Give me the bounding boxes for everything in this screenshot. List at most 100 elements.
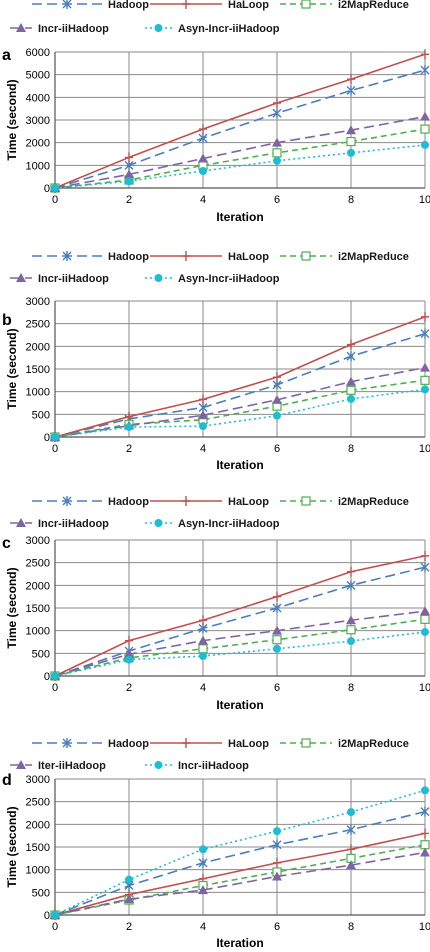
data-point — [273, 156, 281, 165]
x-tick-label: 4 — [200, 682, 206, 694]
y-tick-label: 5000 — [26, 70, 50, 82]
legend-item: HaLoop — [150, 251, 269, 263]
legend-item: i2MapReduce — [280, 251, 409, 263]
x-tick-label: 6 — [274, 682, 280, 694]
series-asyn-incr-iihadoop — [51, 628, 429, 680]
legend-item: Asyn-Incr-iiHadoop — [145, 518, 280, 530]
data-point — [347, 808, 355, 817]
y-tick-label: 3000 — [26, 115, 50, 127]
x-tick-label: 6 — [274, 921, 280, 933]
y-tick-label: 4000 — [26, 92, 50, 104]
x-tick-label: 10 — [419, 921, 430, 933]
legend-label: i2MapReduce — [338, 251, 409, 263]
data-point — [346, 824, 356, 835]
y-axis-title: Time (second) — [5, 806, 19, 887]
series-line — [54, 379, 426, 438]
data-point — [125, 177, 133, 186]
series-line — [54, 810, 426, 916]
legend-label: Asyn-Incr-iiHadoop — [178, 273, 280, 285]
x-tick-label: 8 — [348, 443, 354, 455]
legend-label: HaLoop — [228, 496, 269, 508]
data-point — [199, 167, 207, 175]
series-line — [54, 53, 426, 189]
y-tick-label: 1500 — [26, 603, 50, 615]
series-line — [54, 610, 426, 677]
chart-panel-d: Hadoop HaLoop i2MapReduce Iter-iiHadoop Incr… — [2, 738, 430, 950]
data-point — [420, 111, 430, 121]
series-line — [54, 366, 426, 438]
data-point — [420, 375, 430, 385]
data-point — [420, 606, 430, 616]
data-point — [421, 311, 429, 322]
y-tick-label: 1000 — [26, 865, 50, 877]
x-tick-label: 0 — [52, 682, 58, 694]
y-tick-label: 3000 — [26, 296, 50, 308]
legend-label: Hadoop — [108, 738, 149, 750]
y-tick-label: 3000 — [26, 774, 50, 786]
data-point — [199, 124, 207, 135]
legend-label: Asyn-Incr-iiHadoop — [178, 23, 280, 35]
y-tick-label: 2000 — [26, 819, 50, 831]
y-tick-label: 1000 — [26, 160, 50, 172]
series-i2mapreduce — [50, 375, 430, 442]
data-point — [347, 637, 355, 646]
series-line — [54, 316, 426, 438]
series-line — [54, 832, 426, 916]
legend-marker — [182, 496, 190, 506]
data-point — [273, 827, 281, 836]
x-axis-title: Iteration — [216, 210, 263, 224]
x-axis-title: Iteration — [216, 698, 263, 712]
data-point — [421, 550, 429, 561]
data-point — [272, 625, 282, 635]
chart-panel-c: Hadoop HaLoop i2MapReduce Incr-iiHadoop Asyn… — [2, 496, 430, 712]
legend-label: HaLoop — [228, 251, 269, 263]
x-tick-label: 10 — [419, 443, 430, 455]
legend-label: Incr-iiHadoop — [38, 518, 109, 530]
data-point — [420, 362, 430, 372]
series-haloop — [51, 828, 429, 920]
data-point — [272, 394, 282, 404]
data-point — [346, 580, 356, 591]
legend-marker — [154, 761, 163, 769]
series-incr-iihadoop — [51, 786, 429, 919]
data-point — [272, 603, 282, 613]
x-axis-title: Iteration — [216, 458, 263, 472]
series-line — [54, 851, 426, 916]
legend-marker — [16, 273, 26, 282]
legend-marker — [16, 23, 26, 32]
y-tick-label: 3000 — [26, 535, 50, 547]
series-line — [54, 332, 426, 438]
data-point — [125, 635, 133, 646]
data-point — [347, 339, 355, 350]
data-point — [198, 410, 208, 420]
legend-marker — [62, 251, 72, 261]
data-point — [199, 615, 207, 626]
series-line — [54, 789, 426, 916]
series-hadoop — [50, 328, 430, 442]
series-line — [54, 631, 426, 677]
data-point — [346, 385, 356, 395]
data-point — [273, 644, 281, 653]
x-tick-label: 0 — [52, 194, 58, 206]
legend-item: HaLoop — [150, 738, 269, 750]
legend-marker — [62, 496, 72, 506]
data-point — [421, 786, 429, 795]
legend: Hadoop HaLoop i2MapReduce Incr-iiHadoop Asyn… — [10, 496, 409, 530]
x-tick-label: 6 — [274, 194, 280, 206]
data-point — [272, 137, 282, 147]
data-point — [347, 566, 355, 577]
series-line — [54, 115, 426, 189]
series-hadoop — [50, 65, 430, 193]
x-tick-label: 0 — [52, 443, 58, 455]
legend-item: i2MapReduce — [280, 0, 409, 11]
series-i2mapreduce — [50, 840, 430, 920]
data-point — [421, 140, 429, 149]
legend-item: HaLoop — [150, 0, 269, 11]
legend-marker — [154, 519, 163, 527]
data-point — [272, 148, 282, 158]
x-tick-label: 10 — [419, 682, 430, 694]
legend-label: HaLoop — [228, 0, 269, 11]
legend-marker — [301, 496, 311, 506]
series-incr-iihadoop — [50, 606, 430, 680]
